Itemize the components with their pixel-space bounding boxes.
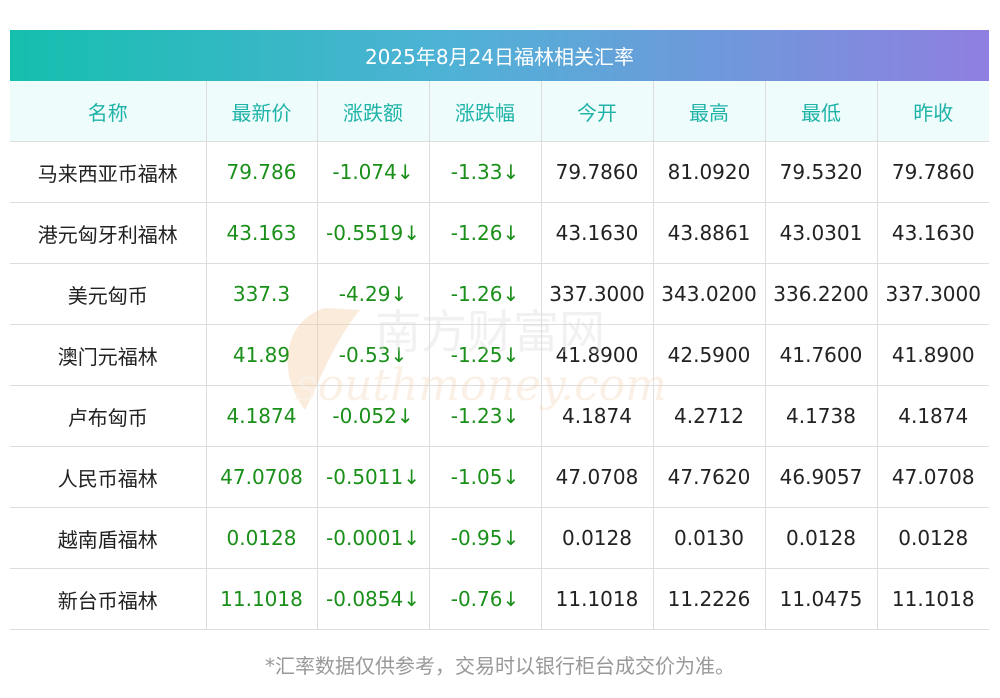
cell-change-percent: -1.25↓ bbox=[429, 324, 542, 386]
cell-name: 新台币福林 bbox=[10, 568, 207, 630]
cell-latest-price: 47.0708 bbox=[206, 446, 318, 508]
header-latest-price: 最新价 bbox=[206, 81, 318, 142]
cell-low: 79.5320 bbox=[765, 141, 878, 203]
cell-low: 11.0475 bbox=[765, 568, 878, 630]
header-prev-close: 昨收 bbox=[877, 81, 989, 142]
cell-latest-price: 41.89 bbox=[206, 324, 318, 386]
cell-change-percent: -1.26↓ bbox=[429, 263, 542, 325]
cell-latest-price: 43.163 bbox=[206, 202, 318, 264]
cell-name: 港元匈牙利福林 bbox=[10, 202, 207, 264]
cell-name: 马来西亚币福林 bbox=[10, 141, 207, 203]
cell-latest-price: 0.0128 bbox=[206, 507, 318, 569]
cell-change-amount: -0.052↓ bbox=[317, 385, 430, 447]
cell-name: 人民币福林 bbox=[10, 446, 207, 508]
cell-change-percent: -1.05↓ bbox=[429, 446, 542, 508]
cell-open: 11.1018 bbox=[541, 568, 654, 630]
table-header-row: 名称 最新价 涨跌额 涨跌幅 今开 最高 最低 昨收 bbox=[10, 81, 989, 142]
cell-change-amount: -4.29↓ bbox=[317, 263, 430, 325]
cell-change-percent: -1.23↓ bbox=[429, 385, 542, 447]
cell-name: 澳门元福林 bbox=[10, 324, 207, 386]
cell-change-amount: -0.5519↓ bbox=[317, 202, 430, 264]
cell-latest-price: 79.786 bbox=[206, 141, 318, 203]
cell-high: 0.0130 bbox=[653, 507, 766, 569]
rate-table-container: 2025年8月24日福林相关汇率 名称 最新价 涨跌额 涨跌幅 今开 最高 最低… bbox=[10, 30, 989, 630]
cell-low: 43.0301 bbox=[765, 202, 878, 264]
cell-latest-price: 337.3 bbox=[206, 263, 318, 325]
cell-name: 美元匈币 bbox=[10, 263, 207, 325]
table-row: 卢布匈币 4.1874 -0.052↓ -1.23↓ 4.1874 4.2712… bbox=[10, 385, 989, 447]
cell-prev-close: 43.1630 bbox=[877, 202, 989, 264]
cell-low: 4.1738 bbox=[765, 385, 878, 447]
cell-change-percent: -1.26↓ bbox=[429, 202, 542, 264]
cell-name: 卢布匈币 bbox=[10, 385, 207, 447]
cell-high: 4.2712 bbox=[653, 385, 766, 447]
cell-prev-close: 337.3000 bbox=[877, 263, 989, 325]
cell-open: 0.0128 bbox=[541, 507, 654, 569]
table-row: 澳门元福林 41.89 -0.53↓ -1.25↓ 41.8900 42.590… bbox=[10, 324, 989, 386]
cell-open: 41.8900 bbox=[541, 324, 654, 386]
table-row: 人民币福林 47.0708 -0.5011↓ -1.05↓ 47.0708 47… bbox=[10, 446, 989, 508]
cell-change-amount: -0.0001↓ bbox=[317, 507, 430, 569]
table-row: 越南盾福林 0.0128 -0.0001↓ -0.95↓ 0.0128 0.01… bbox=[10, 507, 989, 569]
cell-high: 81.0920 bbox=[653, 141, 766, 203]
cell-low: 0.0128 bbox=[765, 507, 878, 569]
cell-open: 4.1874 bbox=[541, 385, 654, 447]
header-high: 最高 bbox=[653, 81, 766, 142]
header-name: 名称 bbox=[10, 81, 207, 142]
header-open: 今开 bbox=[541, 81, 654, 142]
cell-change-percent: -0.76↓ bbox=[429, 568, 542, 630]
header-change-amount: 涨跌额 bbox=[317, 81, 430, 142]
cell-latest-price: 11.1018 bbox=[206, 568, 318, 630]
cell-open: 47.0708 bbox=[541, 446, 654, 508]
cell-prev-close: 4.1874 bbox=[877, 385, 989, 447]
cell-prev-close: 41.8900 bbox=[877, 324, 989, 386]
cell-prev-close: 47.0708 bbox=[877, 446, 989, 508]
table-title: 2025年8月24日福林相关汇率 bbox=[10, 30, 989, 81]
table-row: 马来西亚币福林 79.786 -1.074↓ -1.33↓ 79.7860 81… bbox=[10, 141, 989, 203]
cell-high: 43.8861 bbox=[653, 202, 766, 264]
cell-prev-close: 11.1018 bbox=[877, 568, 989, 630]
cell-low: 41.7600 bbox=[765, 324, 878, 386]
header-change-percent: 涨跌幅 bbox=[429, 81, 542, 142]
header-low: 最低 bbox=[765, 81, 878, 142]
cell-change-amount: -0.0854↓ bbox=[317, 568, 430, 630]
cell-low: 46.9057 bbox=[765, 446, 878, 508]
cell-change-percent: -1.33↓ bbox=[429, 141, 542, 203]
cell-change-amount: -1.074↓ bbox=[317, 141, 430, 203]
cell-change-amount: -0.53↓ bbox=[317, 324, 430, 386]
cell-high: 42.5900 bbox=[653, 324, 766, 386]
cell-open: 43.1630 bbox=[541, 202, 654, 264]
disclaimer-note: *汇率数据仅供参考，交易时以银行柜台成交价为准。 bbox=[265, 654, 735, 678]
cell-high: 47.7620 bbox=[653, 446, 766, 508]
cell-high: 343.0200 bbox=[653, 263, 766, 325]
rate-table: 名称 最新价 涨跌额 涨跌幅 今开 最高 最低 昨收 马来西亚币福林 79.78… bbox=[10, 81, 989, 630]
cell-open: 337.3000 bbox=[541, 263, 654, 325]
cell-prev-close: 79.7860 bbox=[877, 141, 989, 203]
cell-low: 336.2200 bbox=[765, 263, 878, 325]
cell-open: 79.7860 bbox=[541, 141, 654, 203]
table-row: 港元匈牙利福林 43.163 -0.5519↓ -1.26↓ 43.1630 4… bbox=[10, 202, 989, 264]
cell-prev-close: 0.0128 bbox=[877, 507, 989, 569]
table-row: 新台币福林 11.1018 -0.0854↓ -0.76↓ 11.1018 11… bbox=[10, 568, 989, 630]
cell-latest-price: 4.1874 bbox=[206, 385, 318, 447]
cell-high: 11.2226 bbox=[653, 568, 766, 630]
cell-name: 越南盾福林 bbox=[10, 507, 207, 569]
cell-change-amount: -0.5011↓ bbox=[317, 446, 430, 508]
table-row: 美元匈币 337.3 -4.29↓ -1.26↓ 337.3000 343.02… bbox=[10, 263, 989, 325]
cell-change-percent: -0.95↓ bbox=[429, 507, 542, 569]
